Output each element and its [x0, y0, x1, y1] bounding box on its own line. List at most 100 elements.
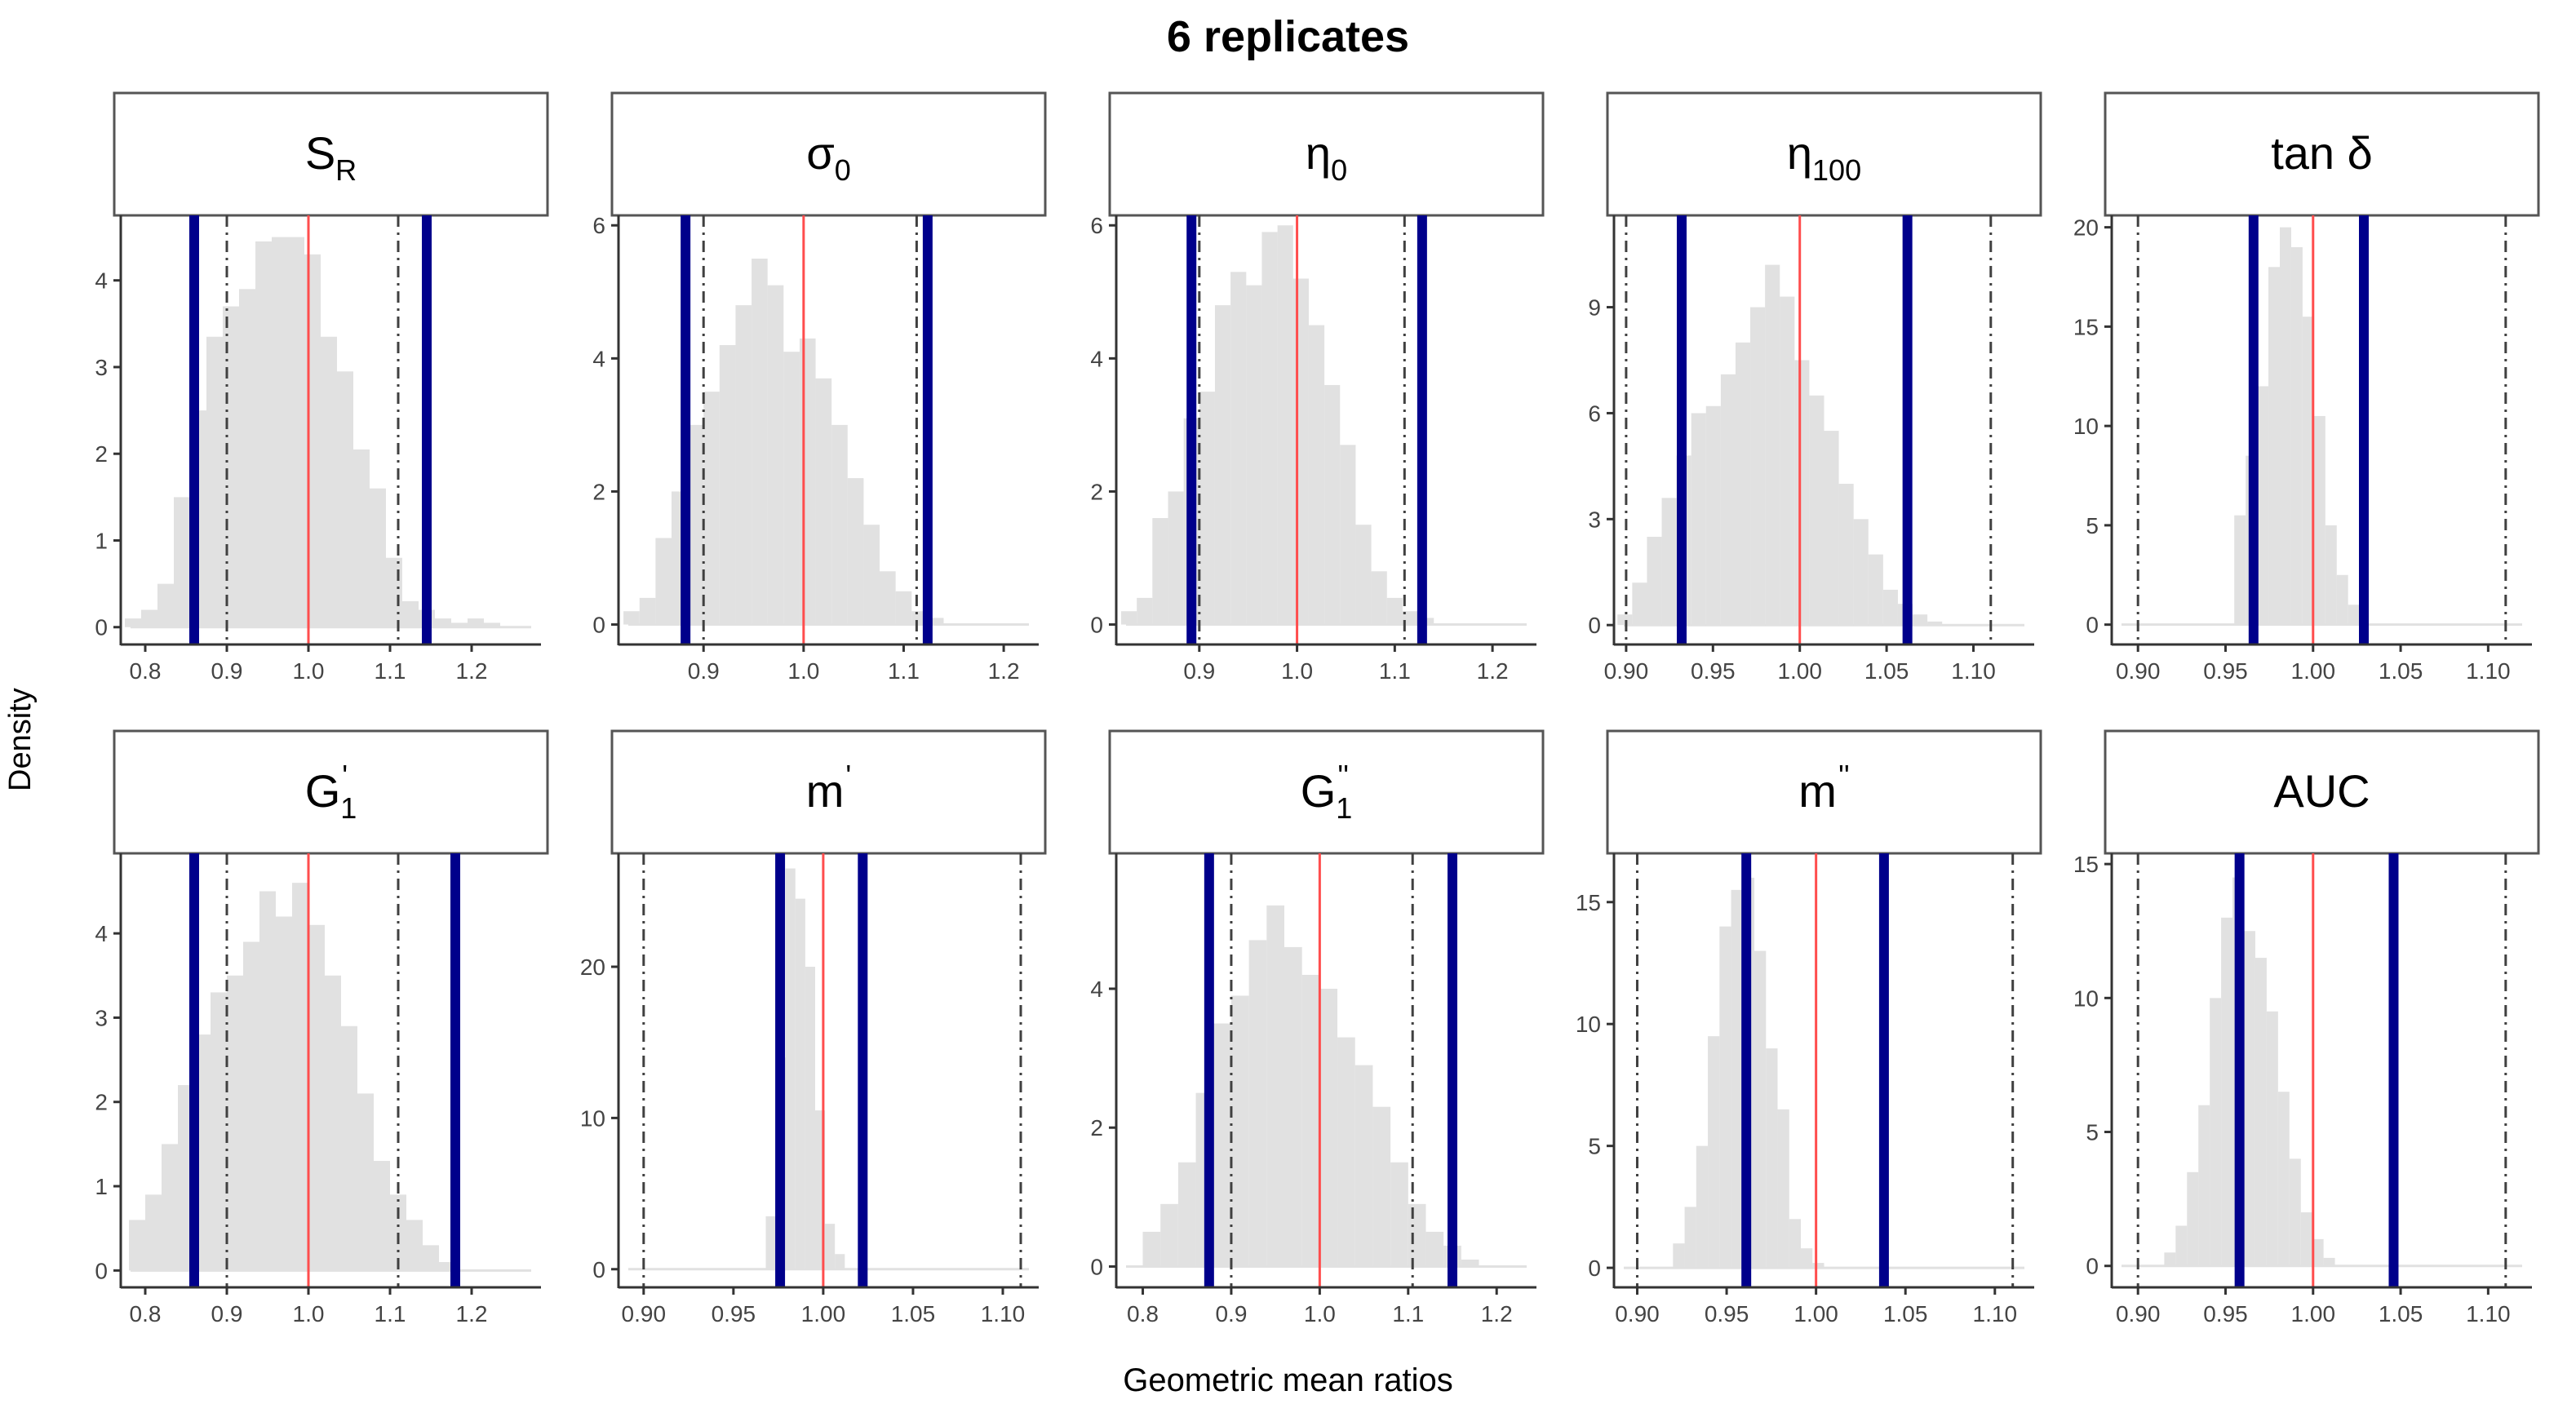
y-tick-label: 2	[95, 1090, 108, 1115]
strip-label-superscript: '	[845, 759, 851, 792]
x-tick-label: 1.05	[1864, 658, 1909, 684]
x-tick-label: 1.0	[1281, 658, 1313, 684]
strip-label-main: AUC	[2273, 765, 2370, 817]
y-tick-label: 6	[1090, 213, 1103, 238]
strip-header	[1108, 91, 1545, 217]
histogram-bar	[2277, 1092, 2290, 1266]
x-tick-label: 1.2	[456, 1301, 488, 1326]
histogram-bar	[703, 392, 720, 625]
histogram-bar	[325, 975, 341, 1271]
histogram-bar	[174, 497, 190, 627]
y-tick-label: 5	[2086, 1120, 2099, 1145]
x-tick-label: 0.90	[2116, 658, 2161, 684]
histogram-bar	[752, 259, 768, 625]
histogram-bar	[406, 1220, 423, 1271]
x-tick-label: 0.90	[1615, 1301, 1660, 1326]
histogram-bar	[1882, 589, 1898, 626]
strip-label-main: m	[1798, 765, 1837, 817]
histogram-bar	[288, 237, 304, 627]
histogram-bar	[1661, 498, 1677, 626]
histogram-bar	[468, 618, 484, 627]
x-tick-label: 0.9	[1215, 1301, 1247, 1326]
histogram-bar	[1708, 1036, 1720, 1269]
histogram-bar	[1372, 1106, 1391, 1267]
histogram-bar	[639, 597, 656, 625]
y-tick-label: 10	[2073, 985, 2099, 1011]
histogram-bar	[276, 916, 292, 1271]
histogram-bar	[1750, 307, 1766, 626]
x-tick-label: 1.10	[2466, 1301, 2511, 1326]
histogram-bar	[1355, 1065, 1373, 1267]
histogram-bar	[1765, 264, 1780, 626]
y-tick-label: 0	[1588, 613, 1601, 638]
histogram-bar	[125, 618, 141, 627]
x-tick-label: 1.2	[988, 658, 1020, 684]
x-tick-label: 1.10	[1951, 658, 1996, 684]
histogram-bar	[2175, 1225, 2188, 1266]
panel-eta_100: η100 0 3 6 9 0.90 0.95 1.00 1.05 1.10	[1588, 91, 2042, 684]
x-tick-label: 0.8	[130, 658, 162, 684]
histogram-bar	[141, 609, 157, 627]
histogram-bar	[765, 1216, 776, 1269]
panel-AUC: AUC 0 5 10 15 0.90 0.95 1.00 1.05 1.10	[2073, 729, 2540, 1326]
y-tick-label: 2	[1090, 479, 1103, 504]
histogram-bar	[1337, 1037, 1355, 1267]
histogram-bar	[1386, 597, 1403, 625]
x-tick-label: 1.0	[293, 1301, 325, 1326]
y-tick-label: 2	[1090, 1115, 1103, 1140]
strip-label: tan δ	[2271, 127, 2373, 179]
histogram-bar	[1824, 431, 1839, 626]
x-tick-label: 1.1	[888, 658, 920, 684]
x-tick-label: 0.8	[1127, 1301, 1159, 1326]
y-tick-label: 0	[2086, 613, 2099, 638]
y-tick-label: 0	[2086, 1254, 2099, 1279]
x-tick-label: 0.9	[211, 658, 243, 684]
x-axis-label: Geometric mean ratios	[1123, 1362, 1453, 1398]
histogram-bar	[1230, 995, 1249, 1267]
strip-label-subscript: 0	[1331, 153, 1347, 187]
histogram-bar	[927, 618, 944, 625]
histogram-bar	[847, 478, 864, 625]
histogram-bar	[439, 1262, 455, 1271]
strip-label-subscript: 100	[1812, 153, 1861, 187]
histogram-bar	[1789, 1219, 1802, 1269]
histogram-bar	[2280, 227, 2291, 625]
x-tick-label: 1.10	[981, 1301, 1026, 1326]
histogram-bar	[1402, 611, 1419, 625]
histogram-bar	[1390, 1162, 1408, 1267]
histogram-bar	[1719, 926, 1731, 1269]
histogram-bar	[223, 306, 239, 627]
chart-title: 6 replicates	[1166, 12, 1410, 61]
x-tick-label: 1.05	[2379, 1301, 2423, 1326]
x-tick-label: 1.05	[2379, 658, 2423, 684]
y-tick-label: 10	[1576, 1012, 1601, 1037]
strip-header	[1108, 729, 1545, 855]
histogram-bar	[2210, 998, 2222, 1266]
histogram-bar	[423, 1245, 439, 1271]
histogram-bar	[1927, 621, 1943, 626]
histogram-bar	[1214, 305, 1231, 625]
x-tick-label: 1.10	[2466, 658, 2511, 684]
histogram-bar	[1324, 384, 1341, 625]
x-tick-label: 1.2	[456, 658, 488, 684]
histogram-bar	[1277, 225, 1293, 625]
y-tick-label: 3	[95, 1005, 108, 1030]
y-tick-label: 0	[1090, 1254, 1103, 1279]
strip-header	[2104, 91, 2540, 217]
histogram-bar	[341, 1025, 357, 1271]
strip-label: m''	[1798, 759, 1849, 817]
histogram-bar	[1355, 525, 1372, 625]
histogram-bar	[2290, 246, 2303, 625]
histogram-bar	[1292, 278, 1309, 625]
x-tick-label: 0.90	[2116, 1301, 2161, 1326]
histogram-bar	[1199, 392, 1215, 625]
histogram-bar	[623, 611, 640, 625]
histogram-bar	[2289, 1158, 2301, 1266]
histogram-bar	[2234, 515, 2246, 625]
histogram-bar	[1673, 1243, 1685, 1269]
panel-tan_delta: tan δ 0 5 10 15 20 0.90 0.95 1.00 1.05 1.10	[2073, 91, 2540, 684]
histogram-bar	[735, 305, 752, 625]
y-tick-label: 6	[592, 213, 605, 238]
histogram-bar	[1142, 1231, 1161, 1267]
